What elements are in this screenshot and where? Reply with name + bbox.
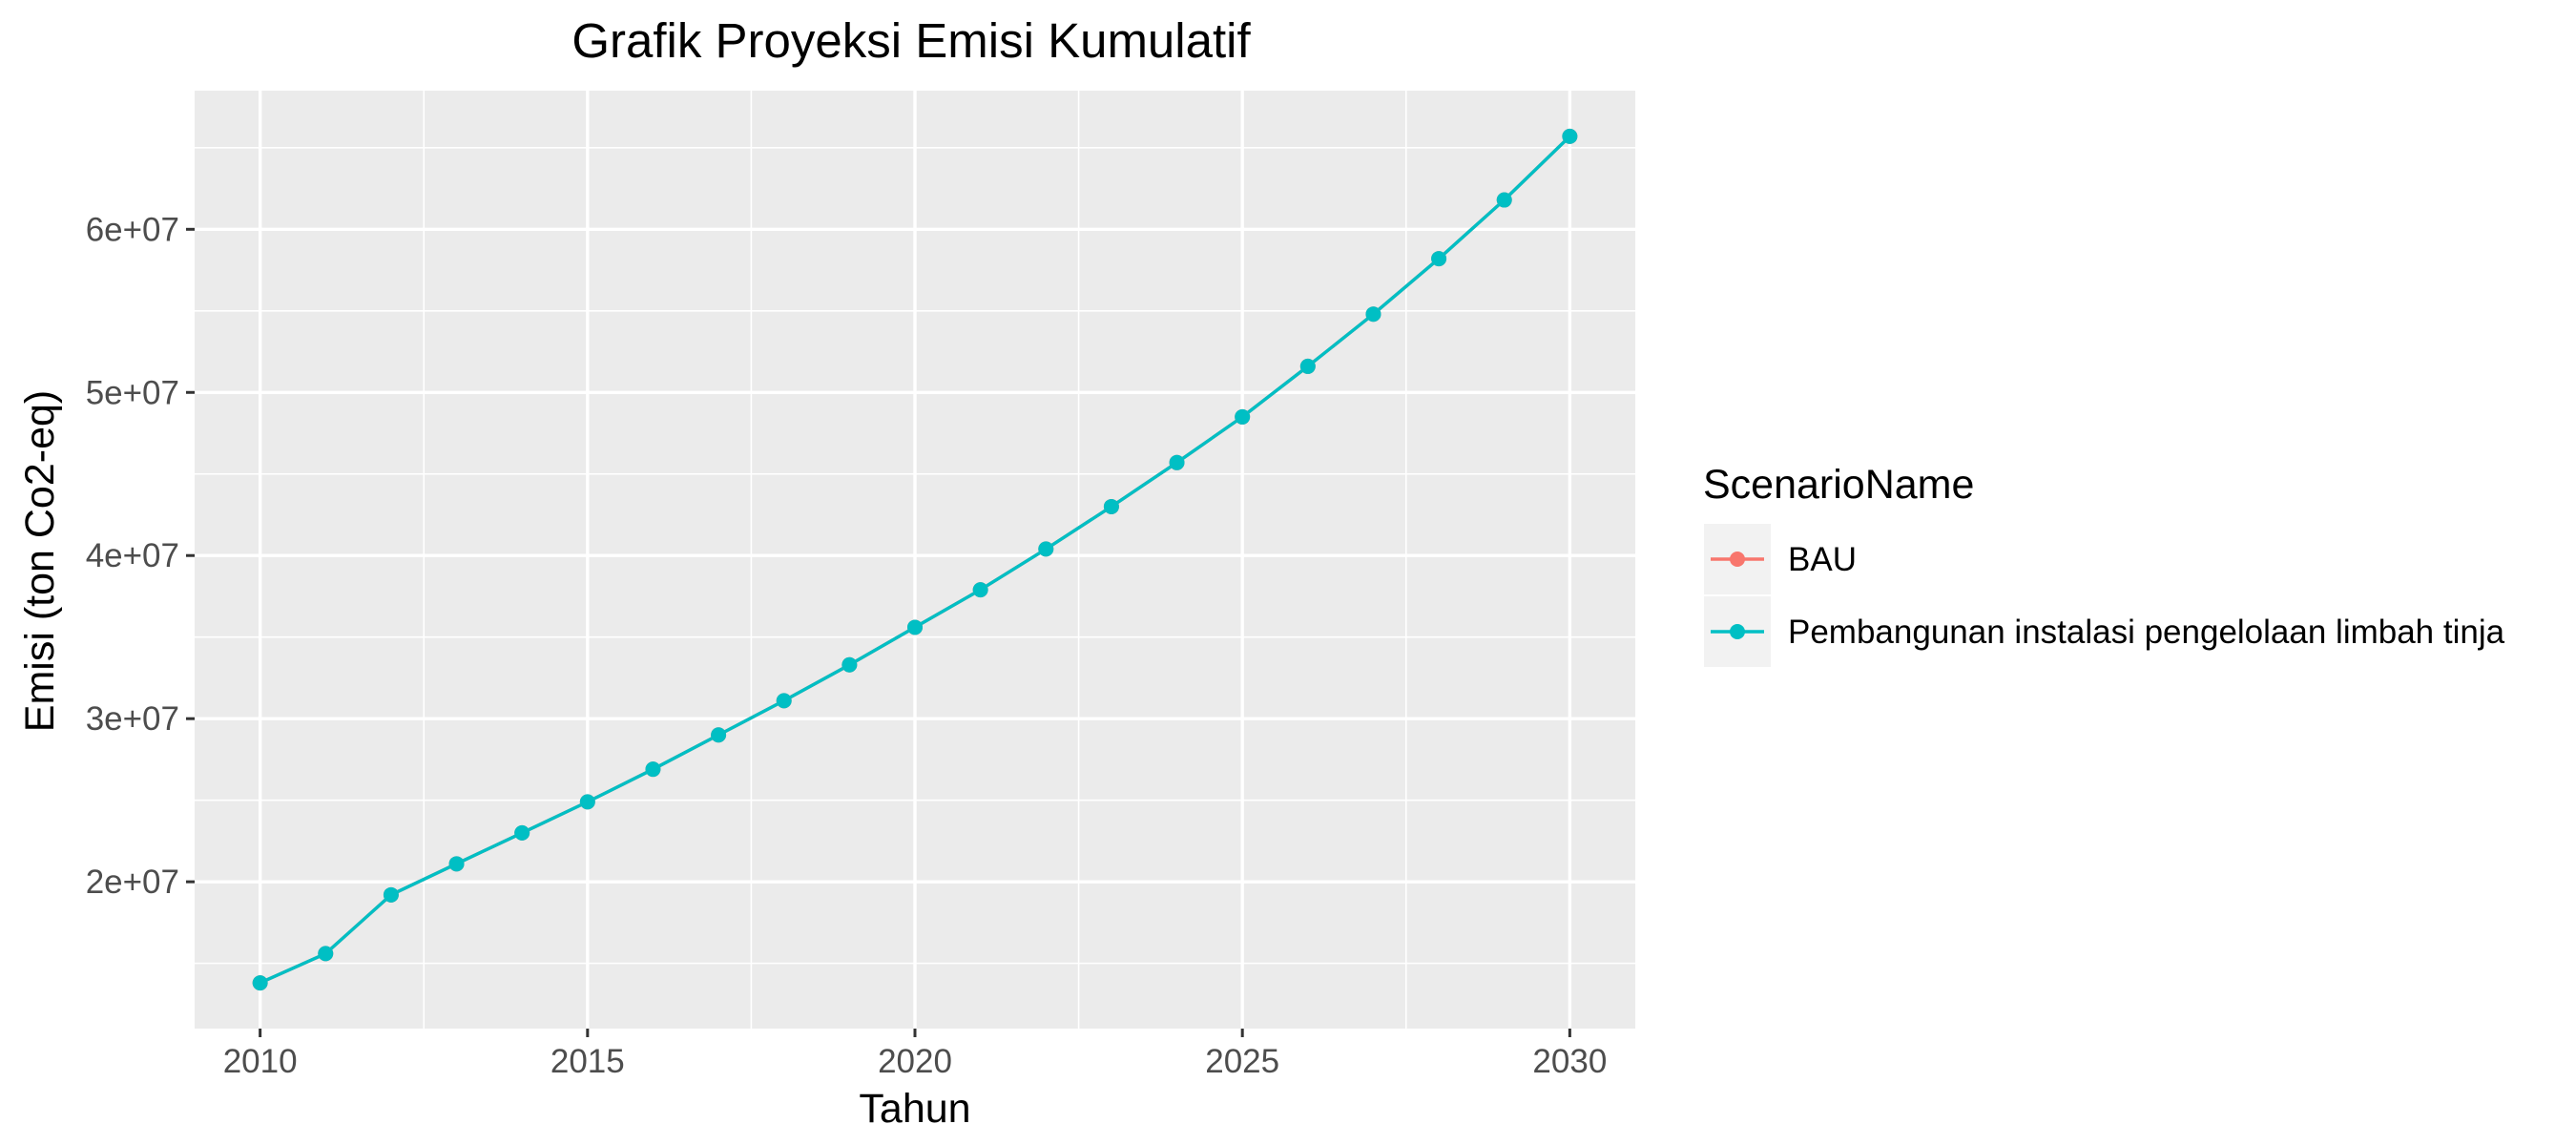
data-point bbox=[1235, 408, 1251, 425]
legend-label: Pembangunan instalasi pengelolaan limbah… bbox=[1788, 614, 2505, 651]
x-axis: 2010 2015 2020 2025 2030 bbox=[223, 1029, 1607, 1080]
data-point bbox=[514, 824, 530, 841]
data-point bbox=[841, 656, 858, 673]
data-point bbox=[711, 727, 727, 743]
data-point bbox=[448, 856, 465, 872]
legend-label: BAU bbox=[1788, 541, 1857, 578]
data-point bbox=[1169, 454, 1185, 470]
data-point bbox=[1431, 251, 1447, 267]
legend-key-point bbox=[1730, 624, 1745, 639]
y-tick-label: 4e+07 bbox=[86, 537, 179, 574]
y-tick-label: 3e+07 bbox=[86, 700, 179, 738]
x-tick-label: 2010 bbox=[223, 1043, 298, 1080]
y-axis-title: Emisi (ton Co2-eq) bbox=[17, 390, 63, 732]
data-point bbox=[907, 619, 923, 635]
data-point bbox=[1496, 192, 1512, 208]
data-point bbox=[318, 946, 334, 962]
legend: ScenarioName BAU Pembangunan instalasi pe… bbox=[1703, 462, 2505, 667]
series-points bbox=[252, 128, 1578, 991]
x-tick-label: 2015 bbox=[551, 1043, 625, 1080]
y-tick-label: 6e+07 bbox=[86, 211, 179, 248]
data-point bbox=[252, 975, 268, 991]
x-axis-title: Tahun bbox=[859, 1086, 970, 1132]
x-tick-label: 2025 bbox=[1205, 1043, 1279, 1080]
data-point bbox=[1103, 498, 1119, 514]
data-point bbox=[645, 761, 661, 778]
major-grid bbox=[195, 91, 1635, 1029]
x-tick-label: 2020 bbox=[878, 1043, 952, 1080]
legend-title: ScenarioName bbox=[1703, 462, 1974, 508]
data-point bbox=[1299, 358, 1316, 374]
x-tick-label: 2030 bbox=[1532, 1043, 1607, 1080]
data-point bbox=[972, 582, 988, 598]
legend-key-point bbox=[1730, 552, 1745, 567]
y-tick-label: 5e+07 bbox=[86, 374, 179, 411]
data-point bbox=[1038, 541, 1054, 557]
data-point bbox=[1562, 128, 1578, 144]
y-axis: 2e+07 3e+07 4e+07 5e+07 6e+07 bbox=[86, 211, 195, 901]
data-point bbox=[1365, 306, 1381, 323]
data-point bbox=[579, 794, 595, 810]
data-point bbox=[383, 886, 399, 903]
chart-title: Grafik Proyeksi Emisi Kumulatif bbox=[571, 13, 1251, 68]
data-point bbox=[776, 693, 792, 709]
y-tick-label: 2e+07 bbox=[86, 864, 179, 901]
